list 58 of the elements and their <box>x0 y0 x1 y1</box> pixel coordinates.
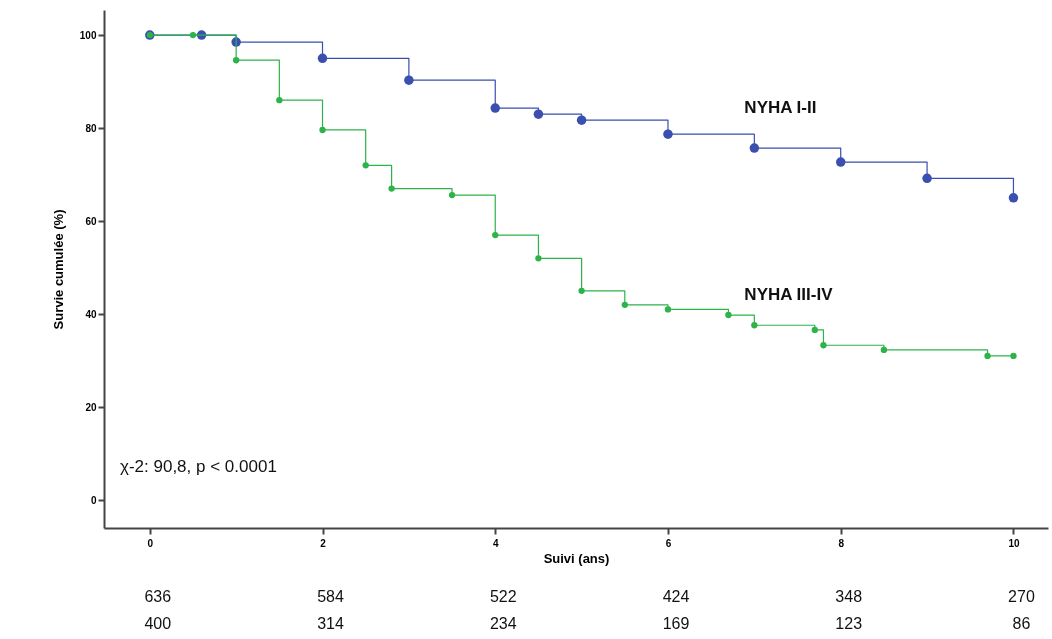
point <box>576 115 587 125</box>
point <box>820 342 827 349</box>
y-tick-label: 40 <box>85 308 97 320</box>
x-axis-title: Suivi (ans) <box>543 550 610 566</box>
point <box>362 162 369 169</box>
annotation: χ-2: 90,8, p < 0.0001 <box>120 457 277 476</box>
point <box>492 231 499 239</box>
point <box>664 306 672 313</box>
text: 348 <box>835 588 863 605</box>
point <box>578 287 585 295</box>
x-tick-label: 2 <box>320 537 327 549</box>
text: 86 <box>1012 615 1031 632</box>
x-tick-label: 0 <box>147 537 154 549</box>
point <box>1008 193 1019 203</box>
point <box>751 322 758 329</box>
y-tick-label: 0 <box>90 494 97 506</box>
point <box>448 191 456 199</box>
x-tick-label: 10 <box>1008 537 1020 549</box>
y-tick-label: 80 <box>85 122 97 134</box>
text: 169 <box>662 615 690 632</box>
point <box>880 346 888 354</box>
point <box>490 103 500 113</box>
text: 400 <box>144 615 172 632</box>
text: 636 <box>144 588 172 605</box>
y-tick-label: 60 <box>85 215 97 227</box>
text: 584 <box>317 588 344 605</box>
text: 424 <box>662 588 690 605</box>
text: 123 <box>835 615 863 632</box>
text: 522 <box>489 588 517 605</box>
point <box>663 129 673 139</box>
x-tick-label: 6 <box>665 537 672 549</box>
point <box>404 75 414 85</box>
y-axis-title: Survie cumulée (%) <box>50 209 66 330</box>
y-tick-label: 100 <box>79 29 97 41</box>
x-tick-label: 4 <box>492 537 499 549</box>
point <box>232 57 240 64</box>
point <box>535 255 542 262</box>
point <box>725 311 732 319</box>
text: 270 <box>1008 588 1035 605</box>
point <box>835 157 846 167</box>
text: 314 <box>317 615 344 632</box>
point <box>276 97 283 104</box>
point <box>922 173 932 184</box>
point <box>317 53 328 64</box>
point <box>388 185 395 192</box>
point <box>984 352 991 360</box>
series-label: NYHA III-IV <box>744 285 834 305</box>
y-tick-label: 20 <box>85 401 97 413</box>
point <box>811 326 818 334</box>
point <box>621 301 628 308</box>
point <box>533 109 544 119</box>
text: 234 <box>489 615 517 632</box>
series-label: NYHA I-II <box>744 98 817 118</box>
point <box>749 143 760 153</box>
point <box>319 126 326 134</box>
point <box>189 31 197 39</box>
x-tick-label: 8 <box>838 537 845 549</box>
point <box>1010 352 1017 360</box>
